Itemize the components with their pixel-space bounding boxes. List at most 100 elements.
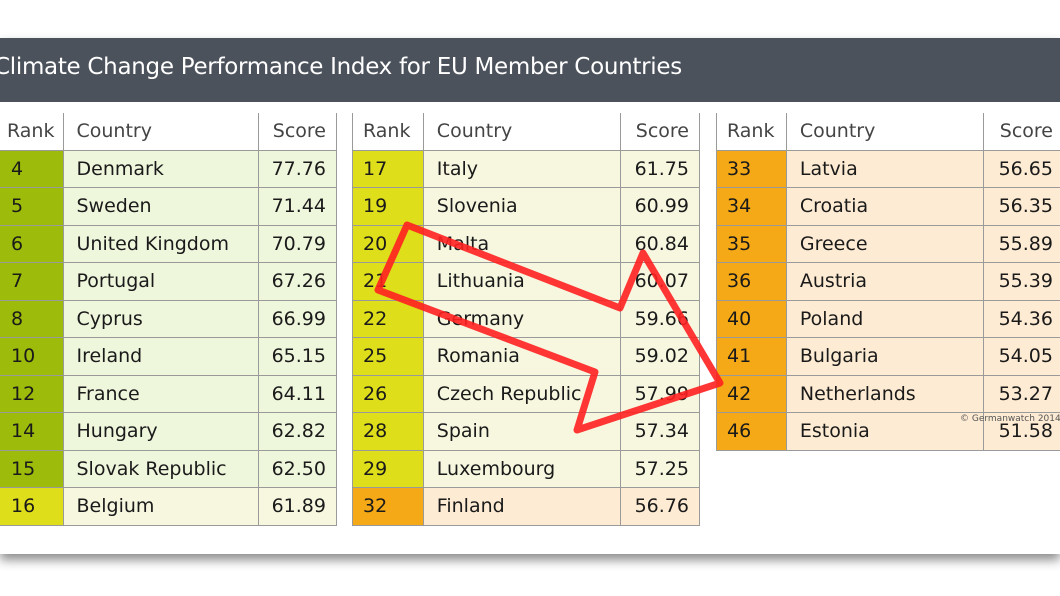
rank-cell: 16 — [0, 487, 64, 526]
country-cell: Estonia — [785, 412, 985, 451]
country-header: Country — [785, 113, 985, 151]
ranking-table-3: Rank Country Score 33 Latvia 56.65 34 Croatia 56… — [716, 113, 1060, 451]
country-cell: Slovenia — [422, 187, 622, 226]
table-row: 16 Belgium 61.89 — [0, 487, 338, 526]
country-cell: Luxembourg — [422, 449, 622, 488]
country-cell: Portugal — [62, 262, 259, 301]
score-header: Score — [620, 113, 700, 151]
score-cell: 56.35 — [983, 187, 1060, 226]
country-cell: Italy — [422, 149, 622, 188]
table-row: 5 Sweden 71.44 — [0, 187, 338, 226]
country-cell: Belgium — [62, 487, 259, 526]
table-row: 33 Latvia 56.65 — [716, 149, 1060, 188]
score-cell: 59.02 — [620, 337, 700, 376]
table-row: 46 Estonia 51.58 — [716, 412, 1060, 451]
score-cell: 66.99 — [257, 299, 338, 338]
rank-cell: 12 — [0, 374, 64, 413]
table-row: 28 Spain 57.34 — [352, 412, 700, 451]
score-cell: 56.76 — [620, 487, 700, 526]
table-row: 10 Ireland 65.15 — [0, 337, 338, 376]
country-cell: Netherlands — [785, 374, 985, 413]
table-row: 29 Luxembourg 57.25 — [352, 449, 700, 488]
rank-cell: 5 — [0, 187, 64, 226]
rank-cell: 40 — [716, 299, 787, 338]
rank-cell: 19 — [352, 187, 424, 226]
score-cell: 60.99 — [620, 187, 700, 226]
rank-cell: 4 — [0, 149, 64, 188]
rank-cell: 15 — [0, 449, 64, 488]
score-header: Score — [983, 113, 1060, 151]
rank-cell: 17 — [352, 149, 424, 188]
rank-cell: 7 — [0, 262, 64, 301]
score-cell: 55.39 — [983, 262, 1060, 301]
score-cell: 64.11 — [257, 374, 338, 413]
rank-cell: 20 — [352, 224, 424, 263]
score-cell: 54.36 — [983, 299, 1060, 338]
country-cell: Bulgaria — [785, 337, 985, 376]
country-cell: Ireland — [62, 337, 259, 376]
country-header: Country — [422, 113, 622, 151]
ranking-table-1: Rank Country Score 4 Denmark 77.76 5 Sweden 71.4… — [0, 113, 338, 526]
score-cell: 56.65 — [983, 149, 1060, 188]
table-row: 35 Greece 55.89 — [716, 224, 1060, 263]
country-cell: Spain — [422, 412, 622, 451]
rank-cell: 42 — [716, 374, 787, 413]
score-cell: 61.75 — [620, 149, 700, 188]
table-row: 4 Denmark 77.76 — [0, 149, 338, 188]
score-cell: 67.26 — [257, 262, 338, 301]
table-row: 19 Slovenia 60.99 — [352, 187, 700, 226]
score-cell: 57.25 — [620, 449, 700, 488]
country-cell: Poland — [785, 299, 985, 338]
rank-cell: 14 — [0, 412, 64, 451]
table-row: 17 Italy 61.75 — [352, 149, 700, 188]
rank-cell: 8 — [0, 299, 64, 338]
country-cell: Latvia — [785, 149, 985, 188]
table-row: 42 Netherlands 53.27 — [716, 374, 1060, 413]
rank-cell: 10 — [0, 337, 64, 376]
page-title: Climate Change Performance Index for EU … — [0, 38, 1060, 102]
rank-header: Rank — [716, 113, 787, 151]
score-cell: 71.44 — [257, 187, 338, 226]
country-cell: Cyprus — [62, 299, 259, 338]
country-cell: United Kingdom — [62, 224, 259, 263]
country-cell: Greece — [785, 224, 985, 263]
score-cell: 55.89 — [983, 224, 1060, 263]
rank-cell: 33 — [716, 149, 787, 188]
score-cell: 62.50 — [257, 449, 338, 488]
score-cell: 53.27 — [983, 374, 1060, 413]
country-cell: Croatia — [785, 187, 985, 226]
table-row: 34 Croatia 56.35 — [716, 187, 1060, 226]
rank-cell: 35 — [716, 224, 787, 263]
table-row: 7 Portugal 67.26 — [0, 262, 338, 301]
country-cell: Hungary — [62, 412, 259, 451]
rank-cell: 34 — [716, 187, 787, 226]
table-header: Rank Country Score — [716, 113, 1060, 151]
table-row: 12 France 64.11 — [0, 374, 338, 413]
country-cell: Sweden — [62, 187, 259, 226]
score-cell: 57.34 — [620, 412, 700, 451]
country-cell: Denmark — [62, 149, 259, 188]
rank-cell: 25 — [352, 337, 424, 376]
table-header: Rank Country Score — [0, 113, 338, 151]
rank-cell: 36 — [716, 262, 787, 301]
rank-cell: 6 — [0, 224, 64, 263]
table-row: 41 Bulgaria 54.05 — [716, 337, 1060, 376]
arrow-icon — [374, 221, 724, 434]
score-cell: 77.76 — [257, 149, 338, 188]
copyright: © Germanwatch 2014 — [960, 414, 1060, 424]
country-cell: Czech Republic — [422, 374, 622, 413]
rank-header: Rank — [0, 113, 64, 151]
table-row: 15 Slovak Republic 62.50 — [0, 449, 338, 488]
country-header: Country — [62, 113, 259, 151]
table-row: 32 Finland 56.76 — [352, 487, 700, 526]
score-cell: 61.89 — [257, 487, 338, 526]
score-cell: 51.58 — [983, 412, 1060, 451]
country-cell: France — [62, 374, 259, 413]
score-cell: 62.82 — [257, 412, 338, 451]
table-header: Rank Country Score — [352, 113, 700, 151]
table-row: 26 Czech Republic 57.99 — [352, 374, 700, 413]
country-cell: Finland — [422, 487, 622, 526]
score-cell: 65.15 — [257, 337, 338, 376]
score-cell: 54.05 — [983, 337, 1060, 376]
